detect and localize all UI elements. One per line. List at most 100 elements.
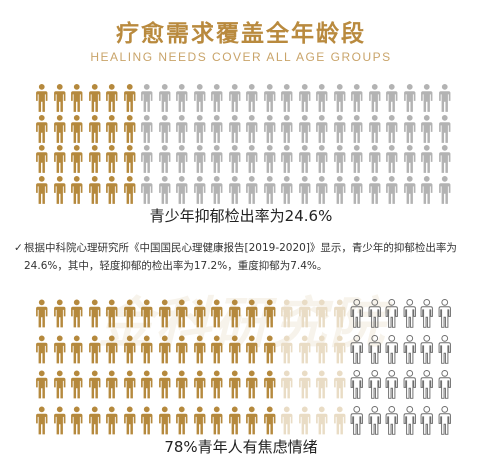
person-icon-outline xyxy=(383,367,401,403)
person-icon-gray xyxy=(173,144,191,175)
person-icon-gray xyxy=(261,144,279,175)
person-icon-gray xyxy=(348,144,366,175)
page-subtitle: HEALING NEEDS COVER ALL AGE GROUPS xyxy=(90,50,392,64)
person-icon-gold xyxy=(86,403,104,439)
person-icon-gold xyxy=(33,144,51,175)
person-icon-gray xyxy=(436,175,454,206)
person-icon-gray xyxy=(296,175,314,206)
person-icon-light_gold xyxy=(278,332,296,368)
person-icon-gray xyxy=(208,175,226,206)
person-icon-gold xyxy=(33,83,51,114)
person-icon-gold xyxy=(68,114,86,145)
source-note: ✓ 根据中科院心理研究所《中国国民心理健康报告[2019-2020]》显示，青少… xyxy=(14,239,464,275)
person-icon-gold xyxy=(173,296,191,332)
person-icon-gray xyxy=(348,175,366,206)
person-icon-light_gold xyxy=(296,296,314,332)
person-icon-gray xyxy=(313,114,331,145)
person-icon-gold xyxy=(261,296,279,332)
person-icon-gray xyxy=(366,83,384,114)
person-icon-outline xyxy=(418,367,436,403)
person-icon-gold xyxy=(68,144,86,175)
person-icon-outline xyxy=(401,403,419,439)
person-icon-gold xyxy=(68,332,86,368)
person-icon-gold xyxy=(173,332,191,368)
person-icon-gold xyxy=(173,367,191,403)
person-icon-gold xyxy=(156,296,174,332)
person-icon-gold xyxy=(191,403,209,439)
person-icon-light_gold xyxy=(296,403,314,439)
person-icon-gold xyxy=(191,367,209,403)
person-icon-gold xyxy=(121,83,139,114)
person-icon-light_gold xyxy=(313,296,331,332)
person-icon-gold xyxy=(103,403,121,439)
person-icon-outline xyxy=(418,403,436,439)
person-icon-gray xyxy=(243,114,261,145)
person-icon-gold xyxy=(103,332,121,368)
person-icon-gray xyxy=(313,144,331,175)
person-icon-gold xyxy=(68,403,86,439)
person-icon-gray xyxy=(331,144,349,175)
person-icon-gray xyxy=(331,175,349,206)
person-icon-gold xyxy=(208,296,226,332)
person-icon-gold xyxy=(191,332,209,368)
person-icon-gold xyxy=(33,332,51,368)
person-icon-gold xyxy=(33,296,51,332)
person-icon-gray xyxy=(226,83,244,114)
person-icon-gray xyxy=(383,114,401,145)
person-icon-gray xyxy=(296,83,314,114)
person-icon-gray xyxy=(156,175,174,206)
person-icon-gold xyxy=(156,332,174,368)
person-icon-gray xyxy=(366,114,384,145)
person-icon-light_gold xyxy=(331,296,349,332)
person-icon-gray xyxy=(436,144,454,175)
person-icon-gold xyxy=(138,296,156,332)
person-icon-gold xyxy=(33,403,51,439)
person-icon-gray xyxy=(261,114,279,145)
person-icon-gray xyxy=(278,175,296,206)
person-icon-gold xyxy=(86,175,104,206)
person-icon-outline xyxy=(348,332,366,368)
person-icon-gray xyxy=(401,83,419,114)
person-icon-gray xyxy=(383,144,401,175)
person-icon-outline xyxy=(348,296,366,332)
person-icon-outline xyxy=(436,367,454,403)
person-icon-gold xyxy=(138,403,156,439)
person-icon-gray xyxy=(296,144,314,175)
person-icon-gray xyxy=(208,114,226,145)
person-icon-light_gold xyxy=(331,367,349,403)
person-icon-outline xyxy=(436,403,454,439)
person-icon-gold xyxy=(86,83,104,114)
person-icon-outline xyxy=(401,332,419,368)
person-icon-gold xyxy=(51,403,69,439)
person-icon-gray xyxy=(313,83,331,114)
person-icon-gold xyxy=(51,332,69,368)
person-icon-gold xyxy=(156,367,174,403)
person-icon-gray xyxy=(191,114,209,145)
person-icon-gold xyxy=(243,367,261,403)
person-icon-gray xyxy=(156,144,174,175)
person-icon-gray xyxy=(138,83,156,114)
person-icon-gray xyxy=(173,114,191,145)
person-icon-gold xyxy=(121,114,139,145)
person-icon-light_gold xyxy=(278,403,296,439)
person-icon-gold xyxy=(103,175,121,206)
person-icon-outline xyxy=(366,332,384,368)
person-icon-gray xyxy=(226,175,244,206)
person-icon-gray xyxy=(418,114,436,145)
person-icon-gray xyxy=(313,175,331,206)
person-icon-gray xyxy=(278,114,296,145)
person-icon-gold xyxy=(51,296,69,332)
person-icon-gray xyxy=(138,114,156,145)
person-icon-gold xyxy=(208,403,226,439)
person-icon-gray xyxy=(226,144,244,175)
youth-anxiety-stat: 78%青年人有焦虑情绪 xyxy=(164,438,318,456)
person-icon-outline xyxy=(418,332,436,368)
person-icon-outline xyxy=(383,403,401,439)
person-icon-light_gold xyxy=(296,367,314,403)
person-icon-gold xyxy=(51,367,69,403)
person-icon-gray xyxy=(296,114,314,145)
person-icon-gray xyxy=(191,144,209,175)
teen-icon-grid xyxy=(33,83,453,205)
person-icon-gray xyxy=(243,83,261,114)
person-icon-gray xyxy=(383,83,401,114)
